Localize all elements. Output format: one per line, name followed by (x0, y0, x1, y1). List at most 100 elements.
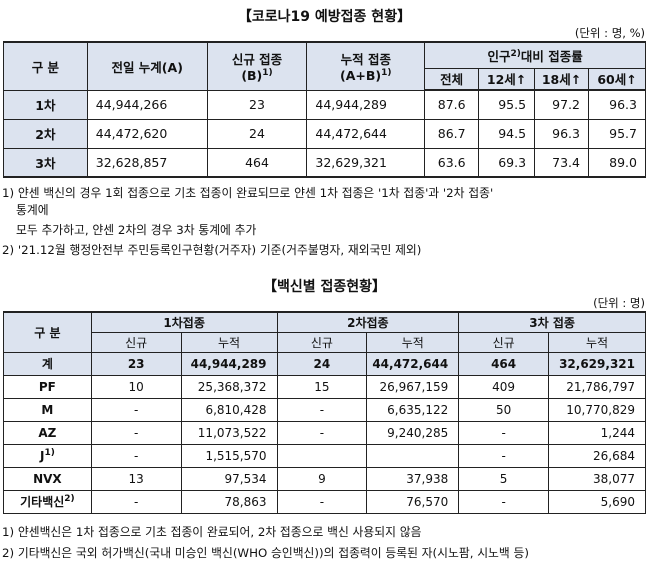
cell-c3: 5,690 (548, 489, 646, 514)
header-18plus: 18세↑ (534, 67, 589, 91)
cell-c2 (366, 443, 460, 468)
cell-n1: 23 (90, 351, 182, 376)
table-row: NVX 13 97,534 9 37,938 5 38,077 (3, 466, 646, 491)
table-row: M -6,810,428-6,635,122 50 10,770,829 (3, 397, 646, 422)
table-row: 기타백신2) -78,863-76,570-5,690 (3, 489, 646, 514)
header-dose3: 3차 접종 (458, 311, 646, 333)
cell-n3: 5 (458, 466, 549, 491)
cell-cum: 32,629,321 (306, 147, 426, 178)
table-row: J1) -1,515,570-26,684 (3, 443, 646, 468)
cell-c2: 37,938 (366, 466, 460, 491)
row-label: NVX (3, 466, 92, 491)
cell-n1: - (90, 489, 182, 514)
table-row: 3차 32,628,857 464 32,629,321 63.6 69.3 7… (3, 147, 646, 178)
title-by-vaccine: 【백신별 접종현황】 (262, 279, 387, 295)
header-new: 신규 접종 (B)1) (206, 41, 308, 91)
cell-n1: - (90, 420, 182, 445)
header-12plus: 12세↑ (478, 67, 536, 91)
cell-n1: - (90, 397, 182, 422)
vaccine-name: PF (38, 379, 56, 394)
header-new: 신규 (276, 331, 368, 353)
vaccine-name: M (41, 402, 54, 417)
cell-c3: 1,244 (548, 420, 646, 445)
footnote-janssen-cont2: 모두 추가하고, 얀센 2차의 경우 3차 통계에 추가 (16, 223, 257, 237)
row-label: 2차 (3, 118, 88, 149)
cell-12: 95.5 (478, 89, 536, 120)
header-cum-line1: 누적 접종 (340, 52, 391, 68)
row-label: AZ (3, 420, 92, 445)
footnote-ref: 2) (64, 494, 75, 504)
header-gubun: 구 분 (3, 311, 92, 353)
row-label: 계 (3, 351, 92, 376)
footnote-population: 2) '21.12월 행정안전부 주민등록인구현황(거주자) 기준(거주불명자,… (2, 243, 422, 257)
row-label: M (3, 397, 92, 422)
header-cum-line2: (A+B)1) (307, 68, 424, 83)
cell-n3: 50 (458, 397, 549, 422)
cell-n2: - (276, 420, 368, 445)
cell-c2: 9,240,285 (366, 420, 460, 445)
table-row: AZ -11,073,522-9,240,285-1,244 (3, 420, 646, 445)
footnote-ref: 2) (510, 48, 521, 59)
header-new-line1: 신규 접종 (231, 52, 283, 68)
table-row: PF 10 25,368,372 15 26,967,159 409 21,786,797 (3, 374, 646, 399)
header-prev-total: 전일 누계(A) (86, 41, 208, 91)
cell-n3: - (458, 443, 549, 468)
unit-label-2: (단위 : 명) (593, 296, 645, 310)
header-cum: 누적 (548, 331, 646, 353)
footnote-janssen-2: 1) 얀센백신은 1차 접종으로 기초 접종이 완료되어, 2차 접종으로 백신… (2, 525, 422, 539)
header-pop-b: 대비 접종률 (520, 48, 583, 64)
cell-c1: 6,810,428 (180, 397, 278, 422)
cell-c3: 32,629,321 (548, 351, 646, 376)
vaccine-name: AZ (38, 425, 57, 440)
cell-n3: 464 (458, 351, 549, 376)
vaccination-status-table: 구 분 전일 누계(A) 신규 접종 (B)1) 누적 접종 (A+B)1) 인… (3, 41, 646, 178)
cell-18: 96.3 (534, 118, 589, 149)
cell-all: 87.6 (424, 89, 480, 120)
title-vaccination-status: 【코로나19 예방접종 현황】 (237, 9, 412, 25)
cell-new: 24 (206, 118, 308, 149)
row-label: J1) (3, 443, 92, 468)
cell-12: 69.3 (478, 147, 536, 178)
cell-n2 (276, 443, 368, 468)
header-all: 전체 (424, 67, 480, 91)
cell-n2: 24 (276, 351, 368, 376)
row-label: 기타백신2) (3, 489, 92, 514)
header-pop-a: 인구 (487, 48, 511, 64)
cell-new: 464 (206, 147, 308, 178)
cell-prev: 44,944,266 (86, 89, 208, 120)
cell-n2: - (276, 397, 368, 422)
header-new: 신규 (90, 331, 182, 353)
footnote-janssen-cont: 통계에 (16, 203, 49, 217)
cell-c2: 6,635,122 (366, 397, 460, 422)
header-cum: 누적 (180, 331, 278, 353)
unit-label-1: (단위 : 명, %) (574, 26, 645, 40)
footnotes-1: 1) 얀센 백신의 경우 1회 접종으로 기초 접종이 완료되므로 얀센 1차 … (2, 185, 493, 259)
header-population-rate: 인구2)대비 접종률 (424, 41, 646, 69)
cell-c1: 11,073,522 (180, 420, 278, 445)
cell-60: 89.0 (588, 147, 646, 178)
cell-n3: - (458, 420, 549, 445)
vaccine-name: 계 (41, 357, 53, 371)
cell-new: 23 (206, 89, 308, 120)
table-row: 1차 44,944,266 23 44,944,289 87.6 95.5 97… (3, 89, 646, 120)
cell-c3: 26,684 (548, 443, 646, 468)
cell-c1: 97,534 (180, 466, 278, 491)
cell-all: 63.6 (424, 147, 480, 178)
cell-18: 73.4 (534, 147, 589, 178)
header-new-line2: (B)1) (208, 68, 307, 83)
vaccine-name: NVX (33, 471, 62, 486)
footnotes-2: 1) 얀센백신은 1차 접종으로 기초 접종이 완료되어, 2차 접종으로 백신… (2, 524, 529, 562)
header-cum: 누적 (366, 331, 460, 353)
cell-n1: 10 (90, 374, 182, 399)
total-row: 계 23 44,944,289 24 44,472,644 464 32,629,321 (3, 351, 646, 376)
cell-n2: 9 (276, 466, 368, 491)
header-dose2: 2차접종 (276, 311, 460, 333)
footnote-other-vaccines: 2) 기타백신은 국외 허가백신(국내 미승인 백신(WHO 승인백신))의 접… (2, 546, 529, 560)
cell-c1: 1,515,570 (180, 443, 278, 468)
vaccine-name: J (39, 449, 45, 463)
cell-c2: 44,472,644 (366, 351, 460, 376)
vaccine-status-table: 구 분 1차접종 2차접종 3차 접종 신규 누적 신규 누적 신규 누적 계 2… (3, 311, 646, 514)
cell-c1: 44,944,289 (180, 351, 278, 376)
row-label: 1차 (3, 89, 88, 120)
